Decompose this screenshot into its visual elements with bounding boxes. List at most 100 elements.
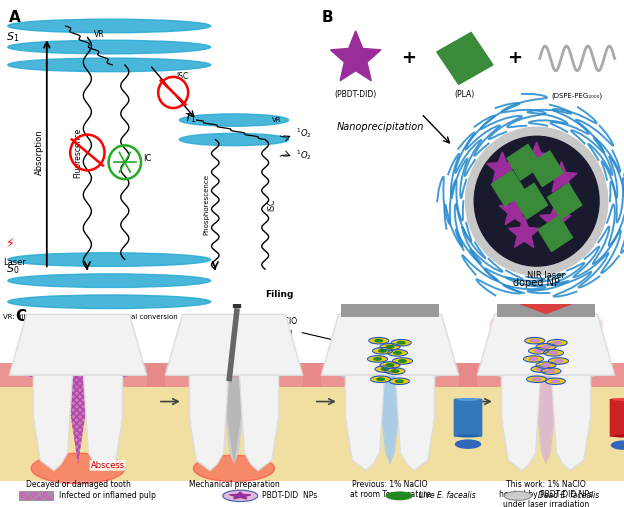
Ellipse shape [613,434,624,438]
Polygon shape [552,375,591,470]
Circle shape [529,357,538,360]
Text: doped NP: doped NP [513,277,560,287]
Ellipse shape [8,58,211,71]
Circle shape [474,136,599,266]
Circle shape [193,455,275,482]
Circle shape [387,369,403,374]
Polygon shape [29,317,127,464]
Ellipse shape [457,434,479,438]
Polygon shape [493,294,599,314]
FancyBboxPatch shape [454,399,482,437]
Polygon shape [165,314,303,375]
Polygon shape [538,216,573,251]
Bar [341,301,439,317]
Circle shape [612,441,624,449]
Circle shape [377,378,384,380]
Ellipse shape [457,398,479,401]
Ellipse shape [180,133,288,146]
Text: +: + [401,49,416,67]
Polygon shape [230,492,251,499]
Circle shape [381,368,389,370]
Circle shape [382,344,398,349]
Text: $S_0$: $S_0$ [6,263,20,276]
Circle shape [529,377,545,382]
Polygon shape [331,31,381,81]
Circle shape [389,350,406,355]
Circle shape [553,341,562,344]
Text: Absorption: Absorption [34,130,44,175]
Polygon shape [84,375,122,470]
Bar [19,491,53,500]
Text: 1% NaClO
solution: 1% NaClO solution [258,317,368,349]
Circle shape [542,345,550,348]
Text: Phosphorescence: Phosphorescence [203,174,209,235]
Ellipse shape [613,398,624,401]
Polygon shape [341,317,439,464]
Circle shape [386,346,394,348]
Circle shape [375,340,383,342]
Ellipse shape [180,114,288,126]
Polygon shape [190,375,228,470]
Polygon shape [529,151,563,187]
FancyBboxPatch shape [610,399,624,437]
Polygon shape [185,317,283,464]
Circle shape [525,356,542,361]
Circle shape [374,358,381,360]
Text: Filing: Filing [265,289,293,299]
Circle shape [386,364,394,366]
Text: A: A [9,10,21,25]
Polygon shape [547,184,582,219]
Polygon shape [502,375,540,470]
Circle shape [490,306,602,343]
Ellipse shape [8,253,211,266]
Circle shape [554,359,563,363]
Circle shape [532,378,540,381]
Text: IC: IC [144,154,152,163]
Bar [303,387,477,481]
Circle shape [533,367,549,372]
Circle shape [369,356,386,361]
Text: Dead E. facealis: Dead E. facealis [538,491,599,500]
Text: $T_1$: $T_1$ [184,112,197,125]
Circle shape [534,349,543,352]
Text: Decayed or damaged tooth: Decayed or damaged tooth [26,480,130,489]
Text: Laser: Laser [3,259,26,267]
Text: $S_1$: $S_1$ [6,30,19,44]
Circle shape [394,358,411,364]
Polygon shape [346,375,384,470]
Text: Live E. facealis: Live E. facealis [419,491,476,500]
Text: B: B [321,10,333,25]
Text: This work: 1% NaClO
heated by PBDT-DID NPs
under laser irradiation: This work: 1% NaClO heated by PBDT-DID N… [499,480,593,507]
Circle shape [456,440,480,448]
Text: (PBDT-DID): (PBDT-DID) [334,90,377,99]
Circle shape [545,350,562,355]
Text: +: + [507,49,522,67]
Text: VR: VR [94,30,104,40]
FancyBboxPatch shape [509,281,583,295]
Circle shape [394,352,401,354]
Polygon shape [240,375,279,470]
Circle shape [549,340,565,345]
Text: (DSPE-PEG₂₀₀₀): (DSPE-PEG₂₀₀₀) [552,92,603,99]
Text: ⚡: ⚡ [6,237,15,250]
Circle shape [547,370,555,373]
Circle shape [397,342,405,344]
Text: ISC: ISC [267,198,276,210]
Bar [0,363,165,391]
Text: C: C [16,309,27,324]
Circle shape [223,490,258,501]
Text: Infected or inflamed pulp: Infected or inflamed pulp [59,491,156,500]
Text: $^1O_2$: $^1O_2$ [296,149,312,163]
Circle shape [466,127,608,275]
Circle shape [31,453,125,484]
Ellipse shape [8,40,211,54]
Polygon shape [513,184,547,219]
Ellipse shape [8,274,211,287]
Circle shape [549,351,558,354]
Text: VR: Vibrational relaxation   IC: Internal conversion   ISC: Intersystem crossing: VR: Vibrational relaxation IC: Internal … [3,314,273,319]
Circle shape [393,340,409,345]
Circle shape [379,350,386,352]
Text: $^1O_2$: $^1O_2$ [296,126,312,140]
Circle shape [530,339,539,342]
Bar [147,363,321,391]
